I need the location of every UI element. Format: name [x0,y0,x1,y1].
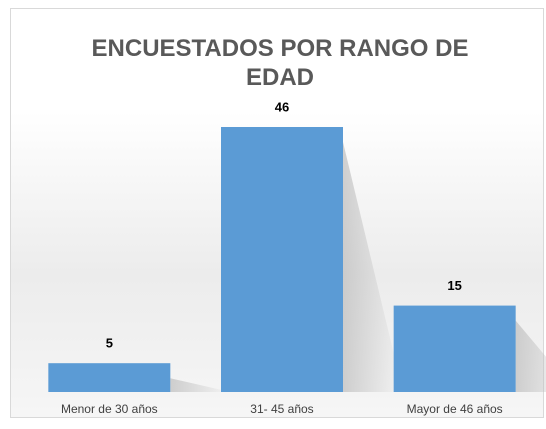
bar [393,305,516,392]
bar-shadow [515,320,546,392]
bar-shadow [170,378,231,392]
x-tick-label: 31- 45 años [250,402,313,416]
chart-title: ENCUESTADOS POR RANGO DE EDAD [91,35,469,91]
bar-shadow [343,142,403,392]
x-tick-label: Mayor de 46 años [407,402,503,416]
bar [221,127,343,392]
x-tick-label: Menor de 30 años [61,402,158,416]
data-label: 5 [106,336,113,351]
bar [48,363,171,392]
data-label: 46 [275,99,289,114]
data-label: 15 [447,278,461,293]
